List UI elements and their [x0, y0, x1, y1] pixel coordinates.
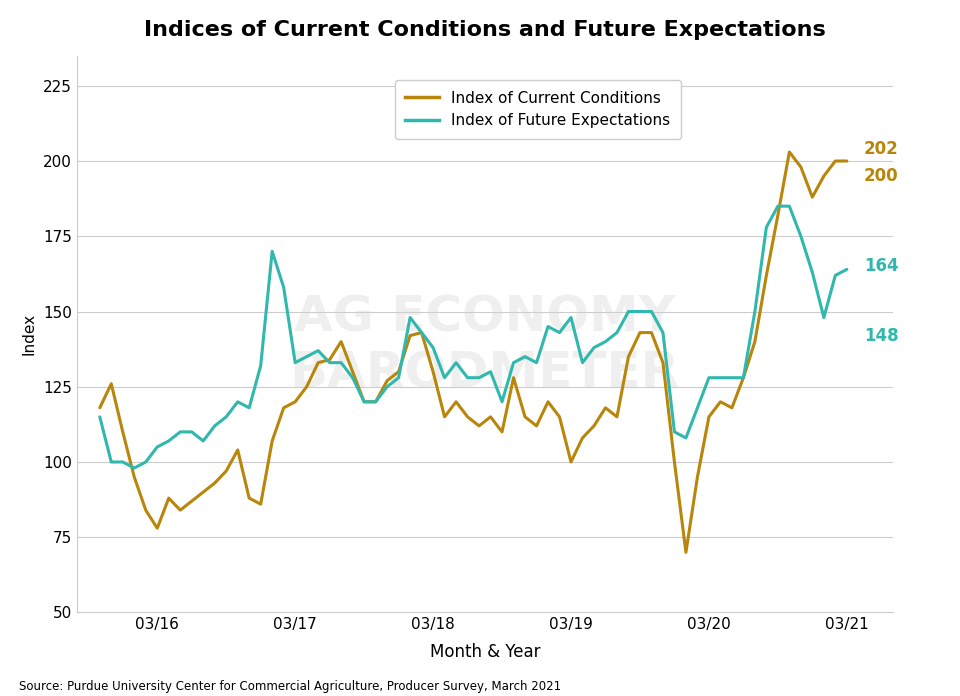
- Legend: Index of Current Conditions, Index of Future Expectations: Index of Current Conditions, Index of Fu…: [395, 80, 681, 139]
- Text: Source: Purdue University Center for Commercial Agriculture, Producer Survey, Ma: Source: Purdue University Center for Com…: [19, 680, 562, 693]
- Text: 202: 202: [864, 140, 899, 158]
- X-axis label: Month & Year: Month & Year: [429, 644, 540, 661]
- Text: 148: 148: [864, 326, 899, 345]
- Y-axis label: Index: Index: [21, 313, 36, 355]
- Text: AG ECONOMY
BARODMETER: AG ECONOMY BARODMETER: [290, 294, 680, 397]
- Text: 164: 164: [864, 258, 899, 276]
- Text: 200: 200: [864, 167, 899, 185]
- Title: Indices of Current Conditions and Future Expectations: Indices of Current Conditions and Future…: [144, 20, 826, 40]
